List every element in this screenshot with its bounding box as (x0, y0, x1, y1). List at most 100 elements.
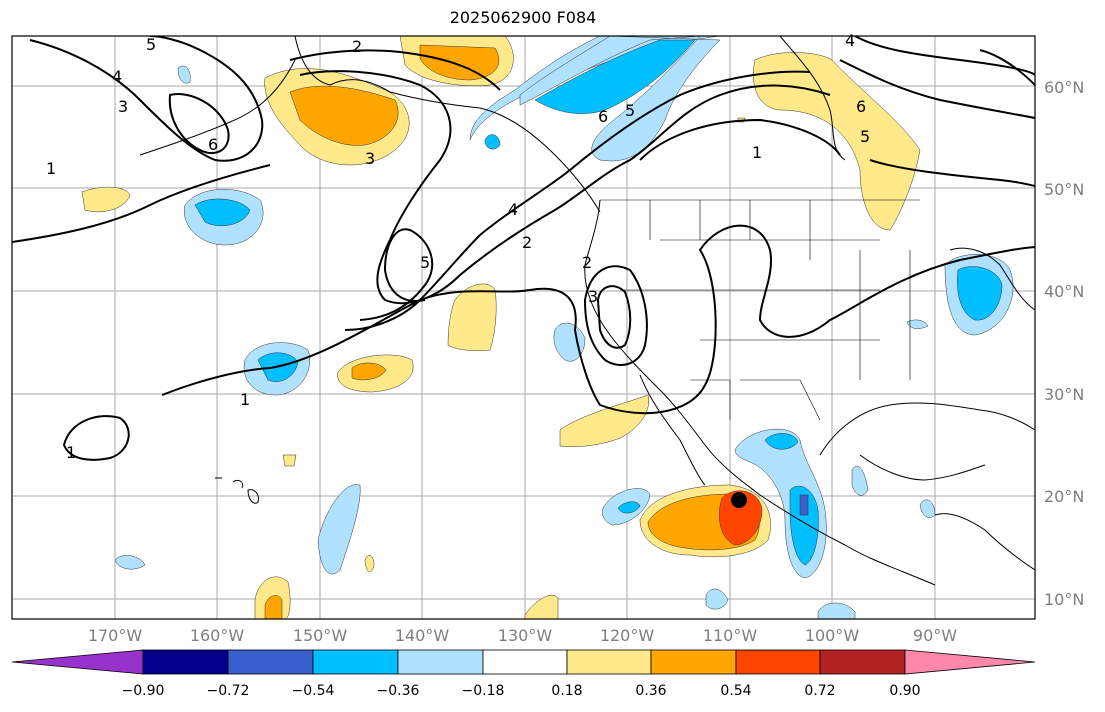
contour-line (12, 164, 271, 243)
contour-line (29, 36, 264, 162)
positive-anomaly-area (524, 594, 559, 619)
negative-anomaly-area (906, 319, 929, 329)
lon-label: 100°W (804, 626, 860, 645)
negative-anomaly-area (851, 465, 869, 496)
contour-label: 6 (208, 135, 218, 154)
colorbar-swatch (312, 649, 399, 675)
lat-label: 10°N (1044, 590, 1085, 609)
negative-anomaly-area (534, 39, 696, 114)
positive-anomaly-area (559, 394, 650, 447)
negative-anomaly-area (789, 485, 819, 566)
colorbar-extend-high (904, 649, 1036, 675)
negative-anomaly-area (764, 433, 799, 450)
lon-label: 120°W (599, 626, 655, 645)
positive-anomaly-area (282, 454, 297, 467)
positive-anomaly-area (289, 85, 399, 146)
negative-anomaly-area (194, 198, 251, 226)
contour-label: 6 (598, 107, 608, 126)
contour-label: 2 (522, 233, 532, 252)
colorbar-tick-label: −0.90 (121, 683, 165, 699)
contour-label: 3 (365, 149, 375, 168)
positive-anomaly-area (351, 362, 387, 381)
contour-line (289, 49, 501, 91)
lat-label: 60°N (1044, 78, 1085, 97)
contour-label: 6 (856, 97, 866, 116)
colorbar-swatch (566, 649, 652, 675)
lat-label: 30°N (1044, 385, 1085, 404)
storm-marker (731, 492, 747, 508)
positive-anomaly-area (364, 555, 375, 573)
contour-label: 1 (752, 143, 762, 162)
contour-label: 5 (625, 101, 635, 120)
lon-label: 130°W (497, 626, 553, 645)
contour-lines (12, 36, 1035, 461)
lon-label: 140°W (394, 626, 450, 645)
negative-anomaly-area (817, 602, 856, 619)
negative-anomaly-area (705, 588, 729, 610)
negative-anomaly-area (177, 65, 191, 84)
colorbar-swatch (227, 649, 314, 675)
colorbar-tick-label: 0.90 (889, 683, 921, 699)
contour-label: 4 (508, 200, 518, 219)
contour-line (299, 70, 831, 305)
political-borders (600, 199, 920, 421)
lat-label: 50°N (1044, 180, 1085, 199)
map-frame (11, 35, 1036, 620)
contour-line (161, 224, 1035, 415)
lat-label: 40°N (1044, 282, 1085, 301)
negative-anomaly-area (317, 484, 361, 575)
contour-line (583, 265, 648, 366)
colorbar-extend-low (11, 649, 144, 675)
contour-label: 3 (118, 97, 128, 116)
contour-labels: 1 1 1 1 2 2 2 3 3 3 4 4 4 5 5 5 5 6 6 6 (46, 31, 870, 462)
positive-anomaly-area (447, 283, 497, 352)
contour-label: 4 (112, 67, 122, 86)
contour-line (639, 118, 841, 161)
contour-line (854, 36, 1035, 76)
negative-anomaly-area (553, 322, 586, 362)
colorbar-tick-label: −0.18 (461, 683, 505, 699)
positive-anomaly-area (419, 44, 500, 81)
colorbar-tick-label: 0.72 (804, 683, 836, 699)
positive-anomaly-area (753, 52, 921, 231)
contour-label: 5 (860, 127, 870, 146)
lon-label: 170°W (87, 626, 143, 645)
colorbar-tick-label: −0.54 (291, 683, 335, 699)
negative-anomaly-area (484, 134, 501, 150)
coastlines (139, 36, 1035, 586)
lon-label: 90°W (912, 626, 958, 645)
colorbar-swatch (735, 649, 821, 675)
map-title: 2025062900 F084 (449, 8, 597, 27)
contour-line (62, 415, 130, 461)
colorbar-swatch (819, 649, 906, 675)
anomaly-shading (81, 36, 1014, 619)
colorbar-tick-label: −0.36 (376, 683, 420, 699)
contour-line (839, 59, 1035, 119)
colorbar-swatch (397, 649, 484, 675)
lat-label: 20°N (1044, 487, 1085, 506)
contour-line (359, 228, 434, 321)
contour-line (596, 285, 632, 349)
lon-label: 160°W (189, 626, 245, 645)
negative-anomaly-area (114, 555, 146, 570)
contour-label: 4 (845, 31, 855, 50)
contour-label: 1 (240, 390, 250, 409)
colorbar-swatch (650, 649, 737, 675)
positive-anomaly-area (719, 490, 763, 546)
positive-anomaly-area (81, 186, 131, 213)
colorbar-swatch (142, 649, 229, 675)
contour-line (168, 93, 230, 155)
negative-anomaly-area (957, 266, 1003, 321)
negative-anomaly-area (919, 499, 936, 518)
positive-anomaly-area (264, 595, 283, 619)
colorbar-swatch (482, 649, 568, 675)
lon-label: 110°W (702, 626, 758, 645)
negative-anomaly-area (617, 501, 641, 514)
negative-anomaly-area (799, 494, 809, 516)
contour-label: 1 (46, 159, 56, 178)
contour-label: 5 (420, 253, 430, 272)
contour-line (869, 159, 1035, 187)
contour-label: 5 (146, 35, 156, 54)
contour-line (979, 49, 1035, 86)
